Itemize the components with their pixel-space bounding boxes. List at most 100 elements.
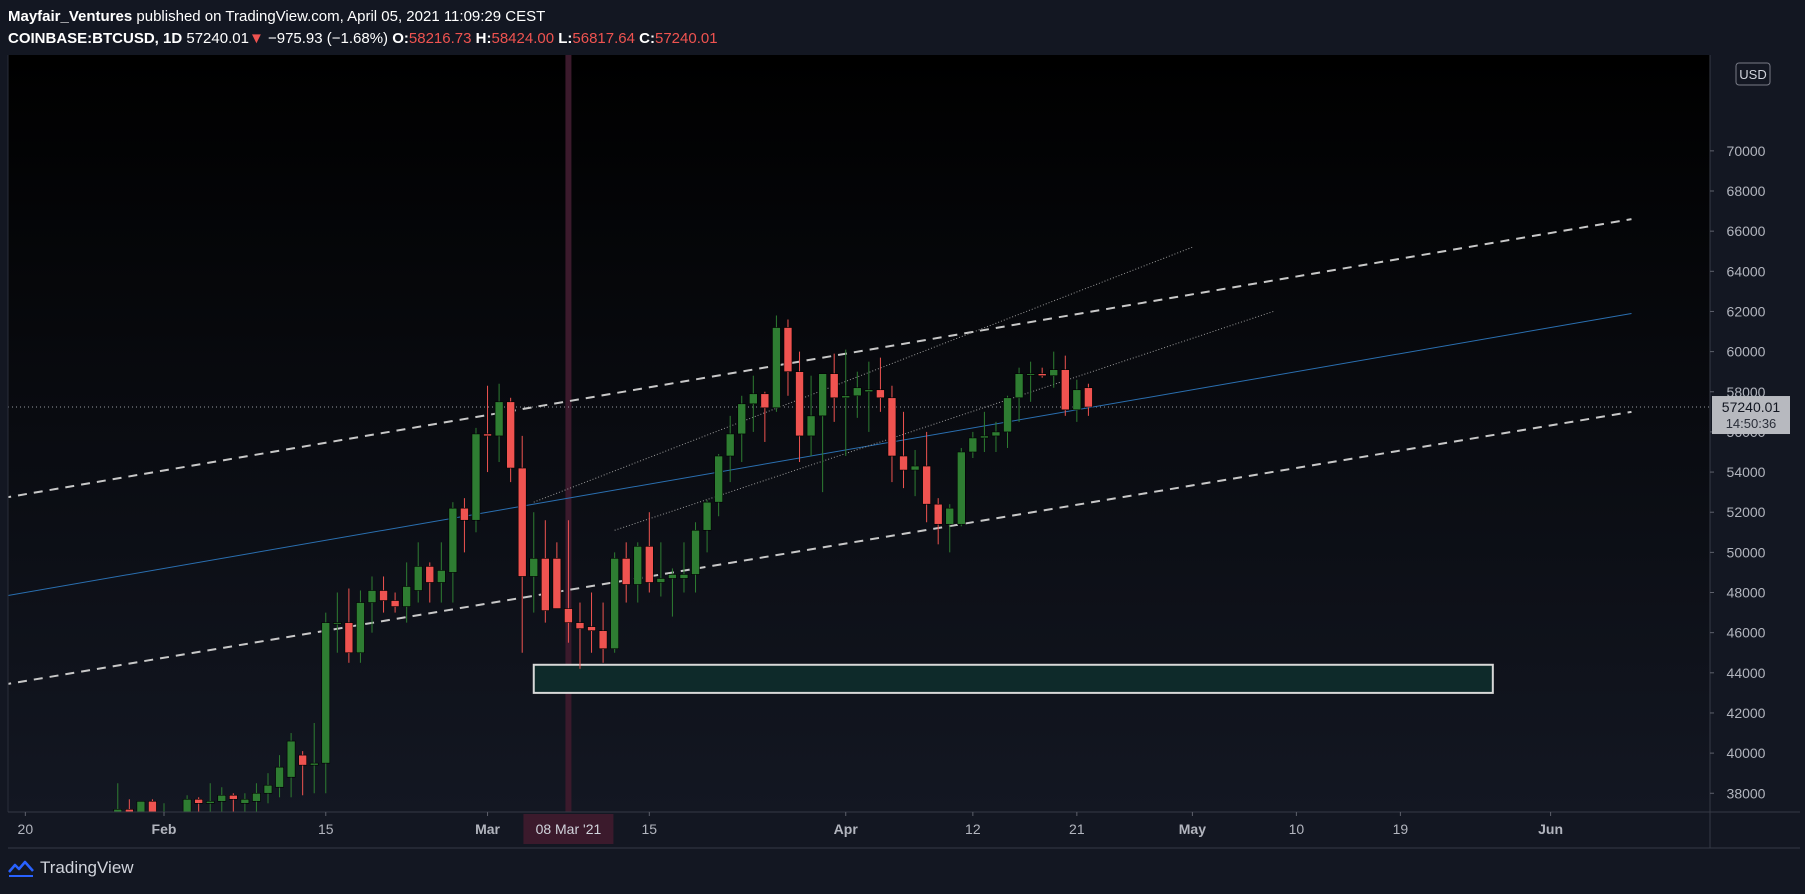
candle[interactable]	[172, 833, 180, 883]
candle[interactable]	[1014, 367, 1024, 422]
candle[interactable]	[679, 542, 689, 593]
candle[interactable]	[691, 522, 700, 593]
candle[interactable]	[899, 411, 908, 489]
candle[interactable]	[506, 397, 515, 483]
candle[interactable]	[333, 592, 342, 653]
candle[interactable]	[425, 562, 435, 603]
candle[interactable]	[390, 592, 400, 613]
candle[interactable]	[529, 512, 539, 613]
candle[interactable]	[148, 799, 157, 894]
time-axis[interactable]: 20 Feb 15 Mar 15 Apr 12 21 May 10 19 Jun 08 Mar '21	[18, 812, 1563, 844]
candle[interactable]	[645, 512, 654, 593]
candle[interactable]	[217, 787, 227, 853]
candle[interactable]	[483, 385, 492, 473]
candle[interactable]	[725, 415, 735, 483]
candle[interactable]	[205, 783, 215, 827]
candle[interactable]	[309, 723, 319, 794]
candle[interactable]	[714, 453, 723, 517]
plot-area[interactable]	[2, 55, 1710, 894]
candle[interactable]	[841, 349, 851, 457]
candle[interactable]	[968, 431, 978, 459]
currency-badge[interactable]	[1735, 62, 1771, 86]
candle[interactable]	[1060, 355, 1070, 416]
blue-trendline[interactable]	[2, 312, 1632, 597]
candle[interactable]	[737, 395, 747, 463]
candle[interactable]	[852, 371, 862, 418]
candle[interactable]	[160, 803, 168, 894]
candle[interactable]	[448, 502, 458, 603]
candle[interactable]	[887, 385, 897, 483]
candle[interactable]	[356, 590, 365, 663]
candle[interactable]	[980, 411, 989, 452]
candle[interactable]	[656, 542, 666, 597]
candle[interactable]	[760, 391, 770, 442]
candle[interactable]	[564, 520, 573, 643]
candle[interactable]	[587, 592, 596, 653]
support-zone-rectangle[interactable]	[532, 663, 1494, 694]
candle[interactable]	[275, 755, 284, 798]
candle[interactable]	[229, 793, 238, 813]
candle[interactable]	[772, 315, 781, 412]
candle[interactable]	[136, 800, 146, 873]
candle[interactable]	[298, 751, 307, 796]
candle[interactable]	[437, 542, 446, 603]
candle[interactable]	[321, 612, 331, 794]
candle[interactable]	[945, 504, 955, 553]
candle[interactable]	[783, 319, 793, 396]
candle[interactable]	[1072, 379, 1082, 422]
candle[interactable]	[575, 602, 585, 669]
candle[interactable]	[517, 435, 527, 653]
candle[interactable]	[598, 602, 608, 663]
candle[interactable]	[182, 795, 192, 873]
candle[interactable]	[749, 375, 758, 432]
candle[interactable]	[1049, 351, 1059, 388]
candle[interactable]	[829, 353, 839, 422]
channel-upper[interactable]	[2, 218, 1632, 499]
candle[interactable]	[922, 431, 931, 523]
candle[interactable]	[240, 793, 250, 813]
candle[interactable]	[1003, 395, 1012, 448]
candle[interactable]	[806, 375, 816, 457]
candle[interactable]	[876, 357, 885, 412]
candle[interactable]	[494, 383, 504, 463]
candle[interactable]	[252, 783, 261, 813]
dotted-upper[interactable]	[533, 246, 1193, 503]
author-name[interactable]: Mayfair_Ventures	[8, 8, 133, 25]
price-axis[interactable]: 38000 40000 42000 44000 46000 48000 50000 52000…	[1710, 143, 1766, 801]
candle[interactable]	[1084, 383, 1093, 416]
channel-lower[interactable]	[2, 410, 1632, 685]
candle[interactable]	[263, 773, 273, 804]
candle[interactable]	[1037, 367, 1047, 378]
candle[interactable]	[286, 733, 296, 798]
candle[interactable]	[1026, 361, 1035, 402]
candle[interactable]	[471, 427, 481, 533]
candle[interactable]	[818, 373, 827, 493]
candle[interactable]	[379, 576, 388, 613]
candle[interactable]	[621, 542, 631, 603]
candle[interactable]	[460, 498, 469, 553]
candle[interactable]	[552, 542, 562, 609]
tradingview-footer[interactable]: TradingView	[8, 858, 134, 878]
highlight-date-box[interactable]	[523, 814, 614, 844]
candle[interactable]	[933, 498, 943, 545]
candle[interactable]	[113, 783, 123, 894]
candle[interactable]	[402, 562, 411, 623]
candle[interactable]	[633, 542, 643, 603]
candle[interactable]	[991, 421, 1001, 452]
candle[interactable]	[956, 447, 966, 527]
candle-body	[1003, 397, 1012, 433]
candle[interactable]	[344, 588, 354, 663]
candle[interactable]	[610, 552, 619, 653]
candle[interactable]	[367, 576, 377, 633]
candle-body	[783, 327, 793, 372]
candle[interactable]	[541, 520, 550, 623]
candle[interactable]	[194, 797, 203, 823]
candle[interactable]	[910, 449, 920, 497]
candle[interactable]	[864, 361, 874, 432]
candle[interactable]	[413, 542, 423, 603]
candle[interactable]	[795, 351, 804, 463]
candle[interactable]	[702, 500, 712, 553]
candle-body	[1072, 389, 1082, 411]
candle[interactable]	[668, 568, 677, 617]
